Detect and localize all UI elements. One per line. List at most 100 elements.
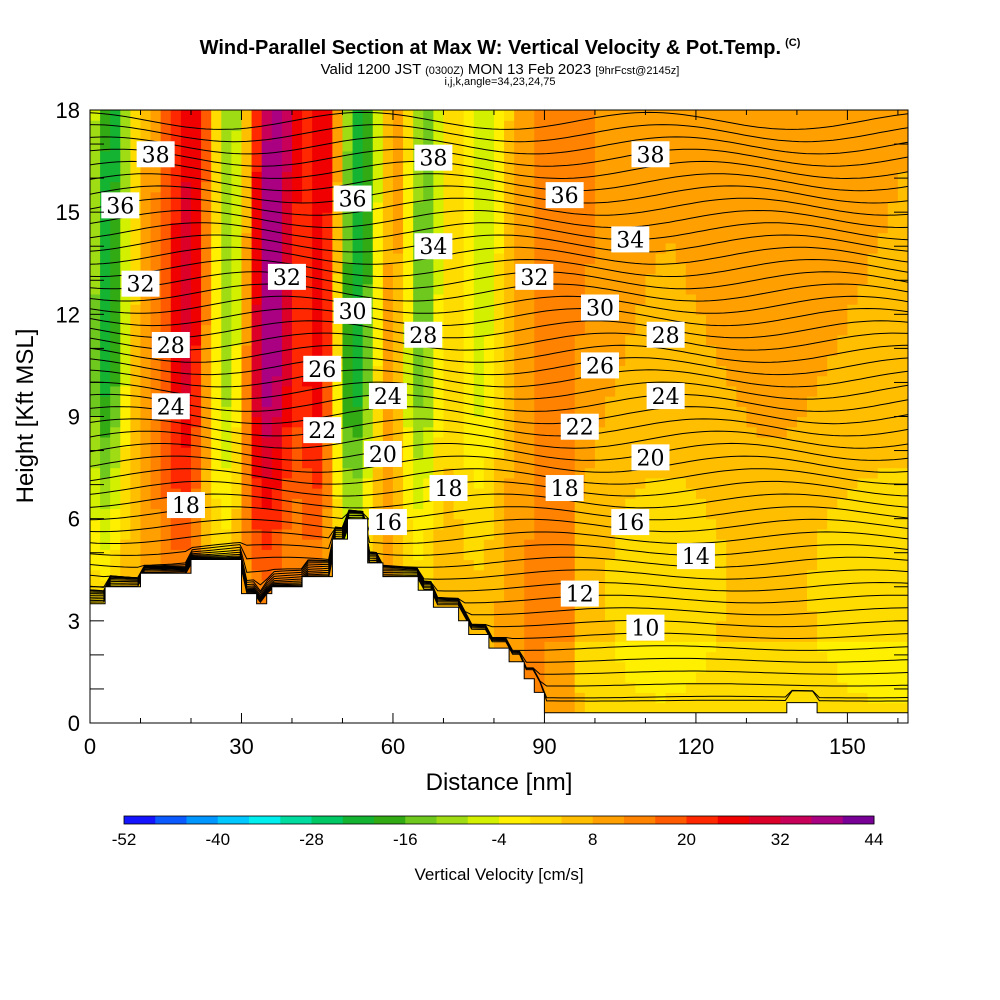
velocity-cell — [90, 110, 101, 121]
velocity-cell — [483, 263, 495, 275]
velocity-cell — [756, 600, 768, 612]
velocity-cell — [322, 161, 333, 172]
velocity-cell — [140, 447, 152, 458]
velocity-cell — [877, 201, 889, 213]
velocity-cell — [281, 222, 293, 234]
velocity-cell — [716, 365, 727, 377]
velocity-cell — [867, 641, 879, 653]
velocity-cell — [695, 110, 707, 121]
velocity-cell — [807, 273, 818, 285]
velocity-cell — [544, 498, 556, 510]
velocity-cell — [463, 447, 475, 458]
velocity-cell — [574, 549, 586, 561]
velocity-cell — [180, 385, 192, 397]
velocity-cell — [190, 355, 202, 367]
velocity-cell — [887, 201, 899, 213]
velocity-cell — [706, 600, 717, 612]
velocity-cell — [504, 416, 515, 428]
velocity-cell — [746, 396, 758, 407]
velocity-cell — [877, 498, 889, 510]
velocity-cell — [140, 365, 152, 377]
velocity-cell — [726, 539, 737, 550]
theta-label: 36 — [101, 192, 140, 219]
velocity-cell — [857, 140, 869, 152]
velocity-cell — [473, 171, 485, 183]
velocity-cell — [504, 222, 515, 234]
velocity-cell — [665, 232, 677, 244]
velocity-cell — [473, 436, 485, 448]
theta-label: 30 — [333, 297, 372, 325]
velocity-cell — [423, 222, 434, 234]
velocity-cell — [241, 559, 253, 571]
theta-label-bg — [429, 475, 468, 502]
velocity-cell — [817, 375, 828, 387]
velocity-cell — [443, 396, 455, 407]
velocity-cell — [514, 334, 525, 346]
velocity-cell — [231, 283, 243, 295]
velocity-cell — [170, 365, 182, 377]
velocity-cell — [736, 549, 748, 561]
velocity-cell — [665, 161, 677, 172]
velocity-cell — [483, 467, 495, 479]
velocity-cell — [483, 181, 495, 193]
velocity-cell — [281, 232, 293, 244]
velocity-cell — [796, 396, 808, 407]
velocity-cell — [201, 273, 212, 285]
velocity-cell — [372, 212, 384, 223]
velocity-cell — [716, 518, 727, 530]
velocity-cell — [564, 263, 576, 275]
velocity-cell — [302, 467, 313, 479]
theta-contour-line — [90, 510, 908, 533]
velocity-cell — [756, 253, 768, 264]
velocity-cell — [605, 447, 616, 458]
velocity-cell — [564, 406, 576, 418]
velocity-cell — [261, 385, 273, 397]
velocity-cell — [796, 212, 808, 223]
velocity-cell — [716, 150, 727, 162]
velocity-cell — [837, 191, 849, 203]
velocity-cell — [766, 253, 778, 264]
velocity-cell — [322, 447, 333, 458]
velocity-cell — [615, 600, 626, 612]
velocity-cell — [746, 334, 758, 346]
velocity-cell — [685, 651, 697, 663]
velocity-cell — [847, 181, 859, 193]
velocity-cell — [665, 661, 677, 673]
velocity-cell — [685, 620, 697, 632]
velocity-cell — [796, 692, 808, 704]
velocity-cell — [776, 426, 788, 438]
velocity-cell — [736, 181, 748, 193]
velocity-cell — [706, 120, 717, 132]
velocity-cell — [776, 334, 788, 346]
velocity-cell — [463, 590, 475, 601]
velocity-cell — [695, 661, 707, 673]
velocity-cell — [786, 457, 798, 469]
velocity-cell — [241, 324, 253, 336]
velocity-cell — [372, 498, 384, 510]
velocity-cell — [211, 518, 222, 530]
velocity-cell — [695, 181, 707, 193]
velocity-cell — [433, 201, 445, 213]
velocity-cell — [493, 457, 505, 469]
velocity-cell — [514, 631, 525, 642]
velocity-cell — [766, 344, 778, 356]
velocity-cell — [443, 222, 455, 234]
velocity-cell — [261, 365, 273, 377]
velocity-cell — [332, 232, 344, 244]
velocity-cell — [453, 314, 465, 326]
velocity-cell — [726, 447, 737, 458]
velocity-cell — [897, 457, 908, 469]
velocity-cell — [766, 120, 778, 132]
velocity-cell — [867, 559, 879, 571]
velocity-cell — [877, 426, 889, 438]
velocity-cell — [100, 498, 111, 510]
velocity-cell — [271, 559, 283, 571]
velocity-cell — [160, 324, 172, 336]
velocity-cell — [271, 324, 283, 336]
velocity-cell — [241, 304, 253, 315]
velocity-cell — [786, 263, 798, 275]
velocity-cell — [706, 314, 717, 326]
velocity-cell — [817, 324, 828, 336]
velocity-cell — [160, 120, 172, 132]
velocity-cell — [584, 467, 596, 479]
